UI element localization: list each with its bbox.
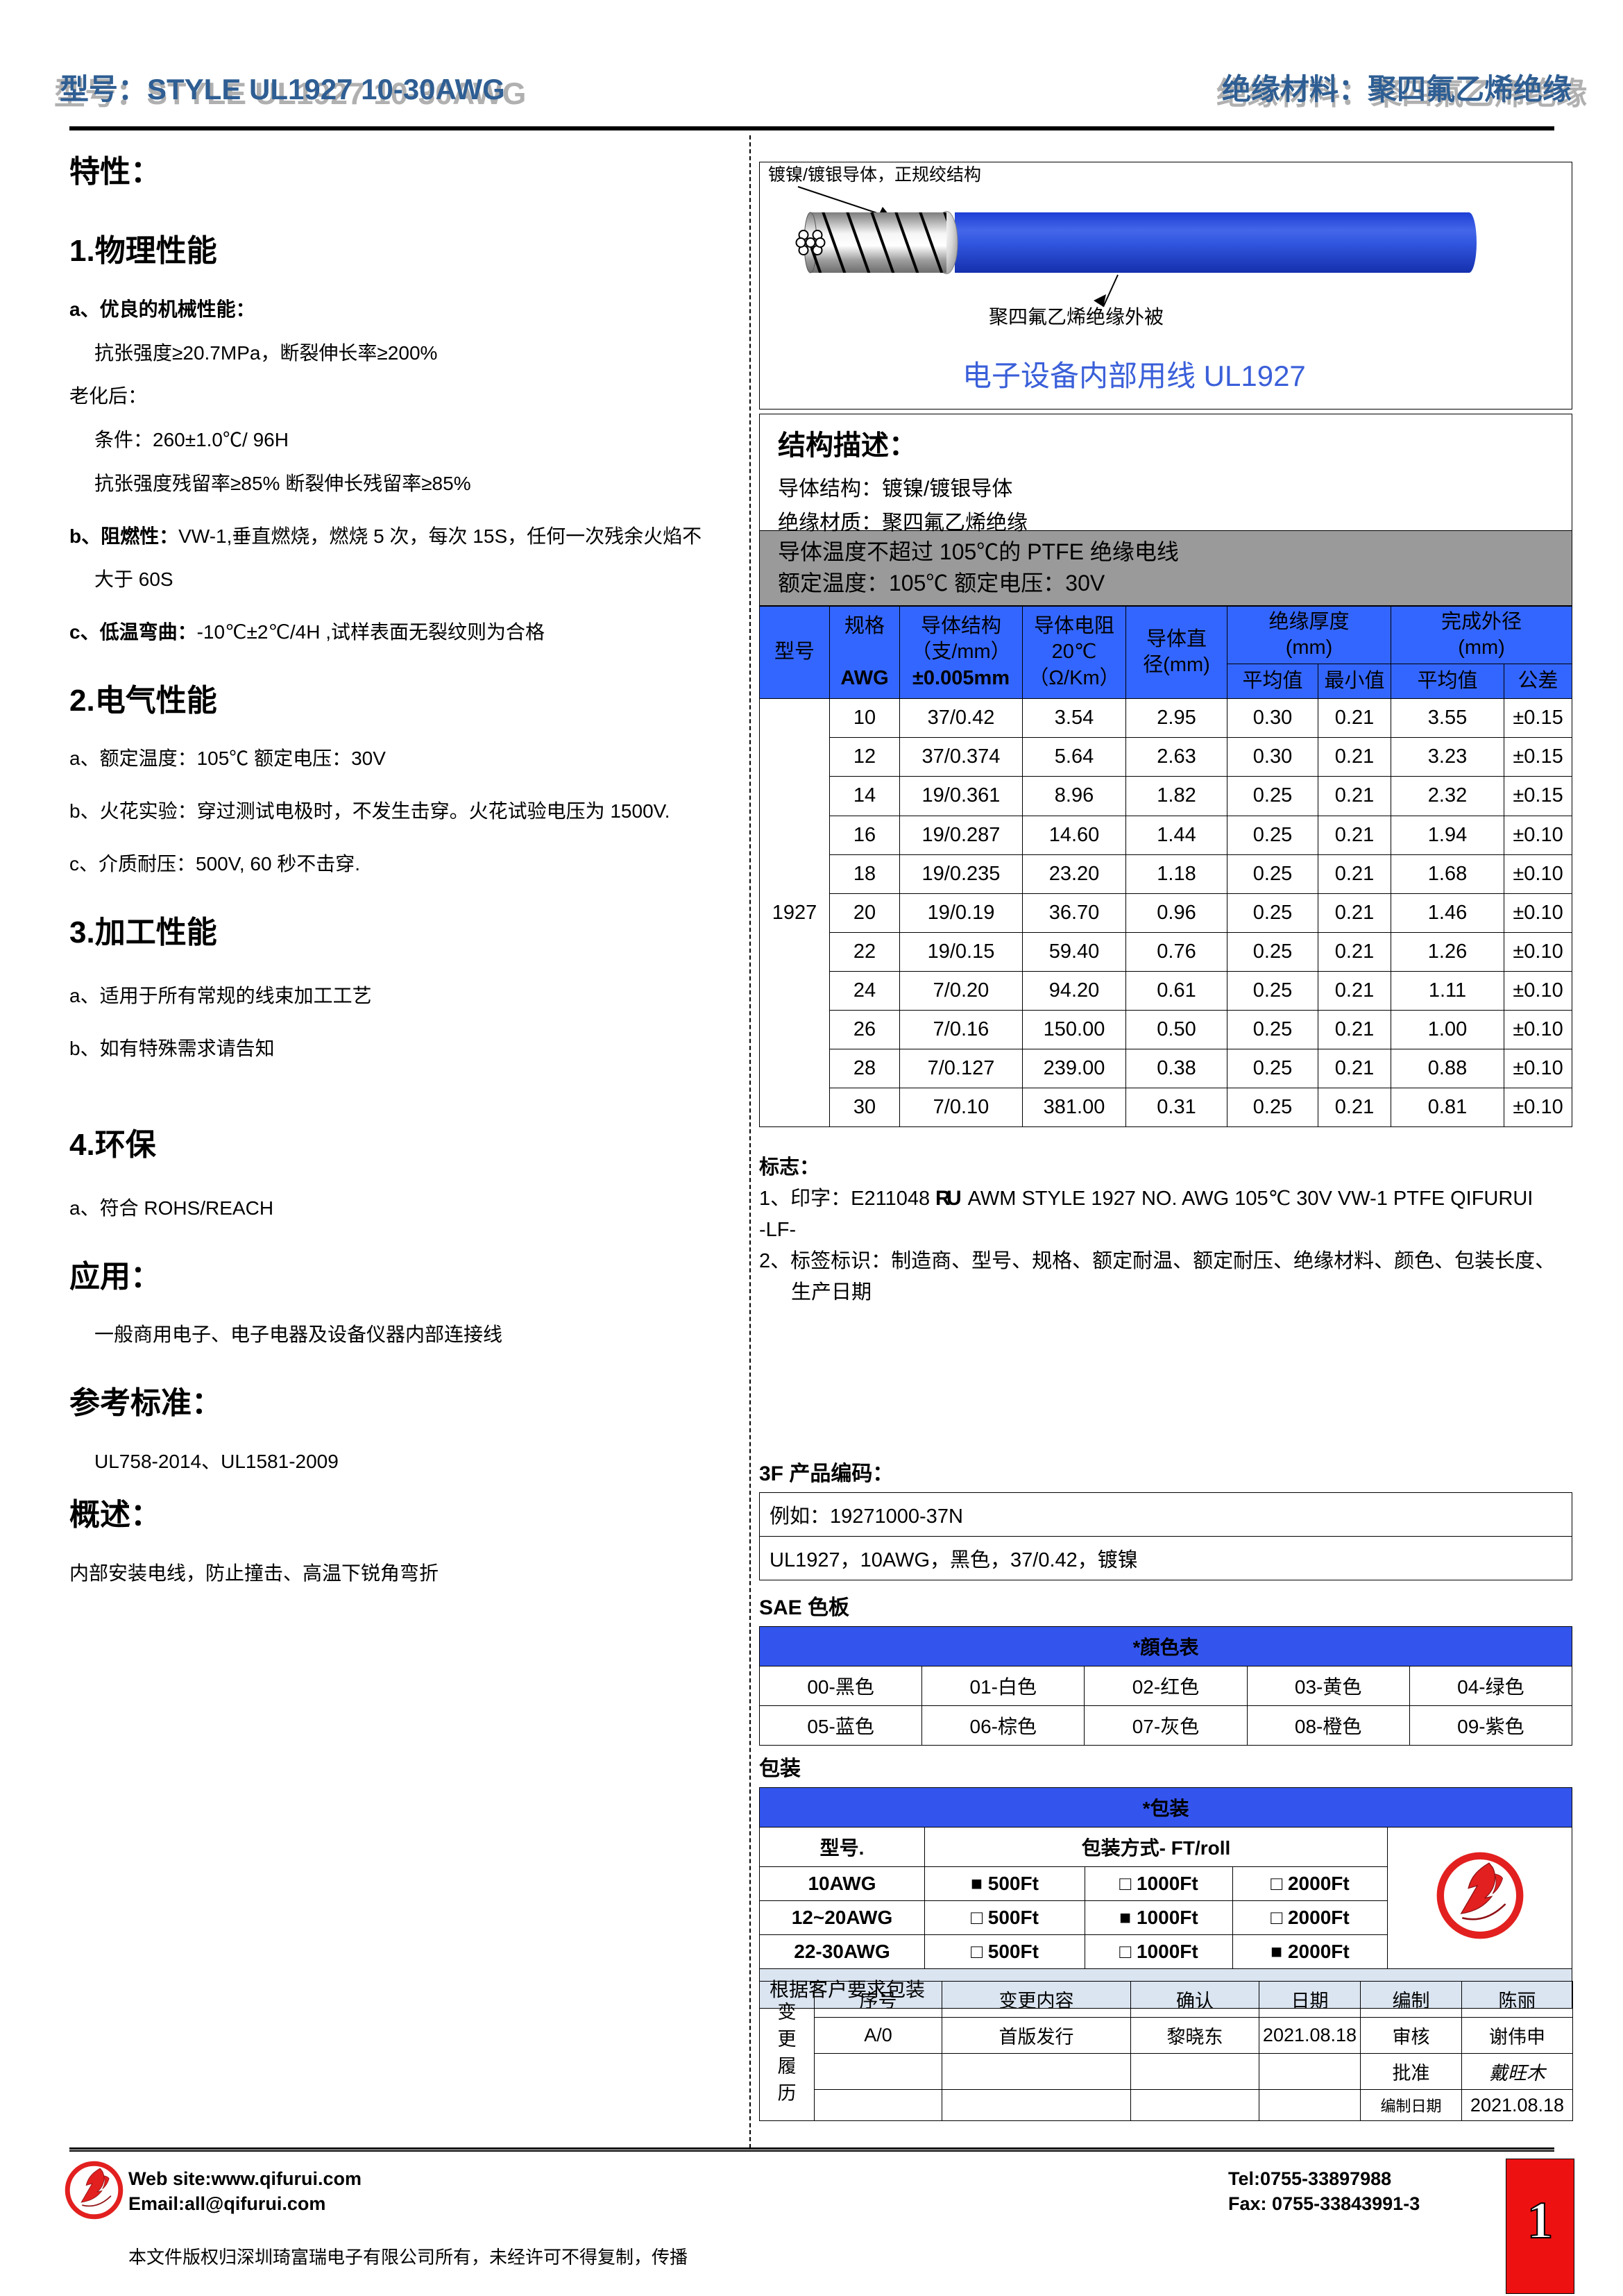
svg-text:电子设备内部用线 UL1927: 电子设备内部用线 UL1927 [962,360,1306,392]
svg-text:聚四氟乙烯绝缘外被: 聚四氟乙烯绝缘外被 [989,306,1164,328]
svg-text:U: U [946,1187,962,1209]
svg-text:镀镍/镀银导体，正规绞结构: 镀镍/镀银导体，正规绞结构 [768,165,981,185]
